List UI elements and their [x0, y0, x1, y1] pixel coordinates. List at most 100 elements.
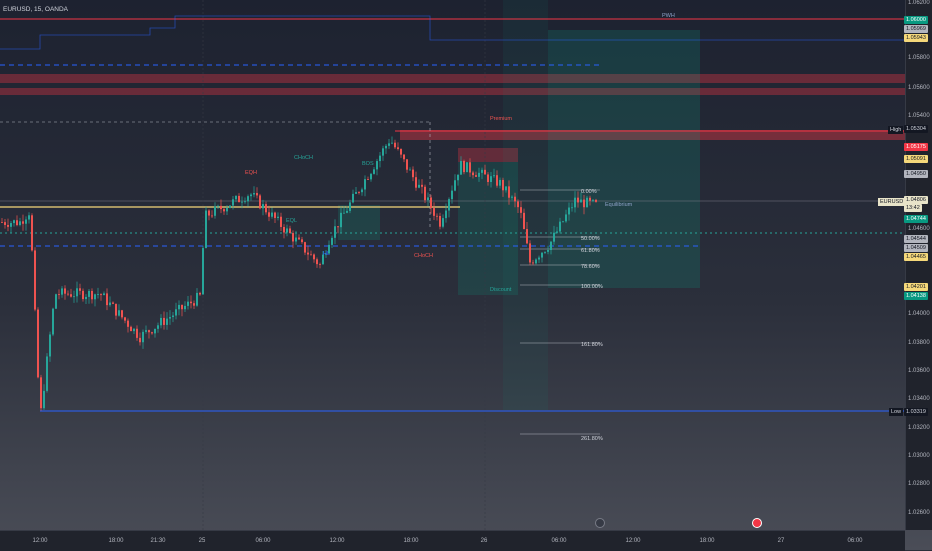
candle-body	[490, 176, 492, 183]
candle-body	[196, 292, 198, 306]
chart-plot-area[interactable]: EURUSD, 15, OANDA EQH CHoCH BOS EQL HL C…	[0, 0, 906, 530]
candle-body	[487, 174, 489, 183]
price-badge: 1.04806	[904, 196, 928, 204]
candle-body	[328, 244, 330, 254]
candle-body	[445, 210, 447, 219]
candle-body	[424, 186, 426, 201]
candle-body	[403, 154, 405, 160]
candle-body	[142, 331, 144, 343]
candle-body	[127, 320, 129, 327]
candle-body	[223, 209, 225, 212]
candle-body	[451, 190, 453, 200]
candle-body	[454, 180, 456, 191]
candle-body	[532, 262, 534, 264]
price-badge: 1.04138	[904, 292, 928, 300]
time-tick: 06:00	[551, 538, 567, 544]
candle-body	[73, 296, 75, 298]
candle-body	[19, 221, 21, 226]
time-tick: 18:00	[699, 538, 715, 544]
candle-body	[397, 147, 399, 150]
price-axis[interactable]: 1.06200 1.05800 1.05600 1.05400 1.04600 …	[904, 0, 932, 530]
candle-body	[400, 149, 402, 155]
candle-body	[412, 169, 414, 178]
candle-body	[307, 252, 309, 255]
candle-body	[463, 160, 465, 173]
candle-body	[172, 315, 174, 318]
price-badge: 1.05943	[904, 34, 928, 42]
candle-body	[406, 159, 408, 170]
session-zone	[503, 0, 548, 410]
price-chart-svg	[0, 0, 905, 530]
candle-body	[247, 196, 249, 202]
candle-body	[298, 237, 300, 240]
price-badge: 1.04465	[904, 253, 928, 261]
high-label: High	[888, 126, 904, 134]
candle-body	[559, 221, 561, 232]
time-tick: 27	[777, 538, 785, 544]
candle-body	[49, 334, 51, 357]
candle-body	[310, 254, 312, 256]
candle-body	[586, 197, 588, 208]
candle-body	[103, 293, 105, 296]
candle-body	[67, 293, 69, 295]
candle-body	[382, 148, 384, 156]
candle-body	[313, 254, 315, 260]
annotation-choch-1: CHoCH	[294, 155, 313, 161]
candle-body	[415, 177, 417, 188]
lightning-icon[interactable]	[595, 518, 605, 528]
candle-body	[478, 172, 480, 177]
candle-body	[511, 196, 513, 198]
candle-body	[322, 254, 324, 265]
candle-body	[409, 169, 411, 171]
candle-body	[214, 206, 216, 216]
candle-body	[199, 292, 201, 295]
annotation-eqh: EQH	[245, 170, 257, 176]
price-tick: 1.04000	[908, 311, 930, 317]
candle-body	[283, 226, 285, 233]
candle-body	[301, 239, 303, 243]
candle-body	[232, 199, 234, 206]
candle-body	[556, 231, 558, 233]
htf-step-line	[0, 15, 905, 50]
candle-body	[562, 221, 564, 223]
candle-body	[589, 197, 591, 201]
candle-body	[430, 197, 432, 209]
candle-body	[76, 288, 78, 297]
countdown-badge: 13:42	[904, 204, 922, 212]
time-axis[interactable]: 12:00 18:00 21:30 25 06:00 12:00 18:00 2…	[0, 530, 905, 551]
flag-icon[interactable]	[752, 518, 762, 528]
price-tick: 1.05600	[908, 85, 930, 91]
candle-body	[277, 216, 279, 218]
pair-label: EURUSD	[878, 198, 906, 206]
candle-body	[10, 223, 12, 227]
candle-body	[64, 288, 66, 294]
time-tick: 06:00	[255, 538, 271, 544]
candle-body	[7, 224, 9, 227]
supply-zone	[0, 74, 905, 83]
candle-body	[325, 253, 327, 255]
candle-body	[505, 186, 507, 191]
price-badge: 1.04201	[904, 283, 928, 291]
fib-label-0: 0.00%	[581, 189, 597, 195]
symbol-title[interactable]: EURUSD, 15, OANDA	[3, 6, 69, 13]
candle-body	[238, 195, 240, 203]
candle-body	[157, 325, 159, 329]
candle-body	[391, 142, 393, 144]
price-tick: 1.05800	[908, 55, 930, 61]
candle-body	[475, 175, 477, 177]
candle-body	[394, 142, 396, 148]
price-badge: 1.05969	[904, 25, 928, 33]
candle-body	[139, 337, 141, 343]
candle-body	[97, 294, 99, 295]
candle-body	[85, 296, 87, 300]
annotation-hl: HL	[323, 251, 331, 257]
time-tick: 06:00	[847, 538, 863, 544]
candle-body	[193, 303, 195, 306]
price-badge: 1.04950	[904, 170, 928, 178]
candle-body	[274, 212, 276, 218]
candle-body	[280, 216, 282, 227]
candle-body	[433, 208, 435, 216]
candle-body	[331, 237, 333, 245]
candle-body	[79, 288, 81, 291]
price-tick: 1.06200	[908, 0, 930, 6]
